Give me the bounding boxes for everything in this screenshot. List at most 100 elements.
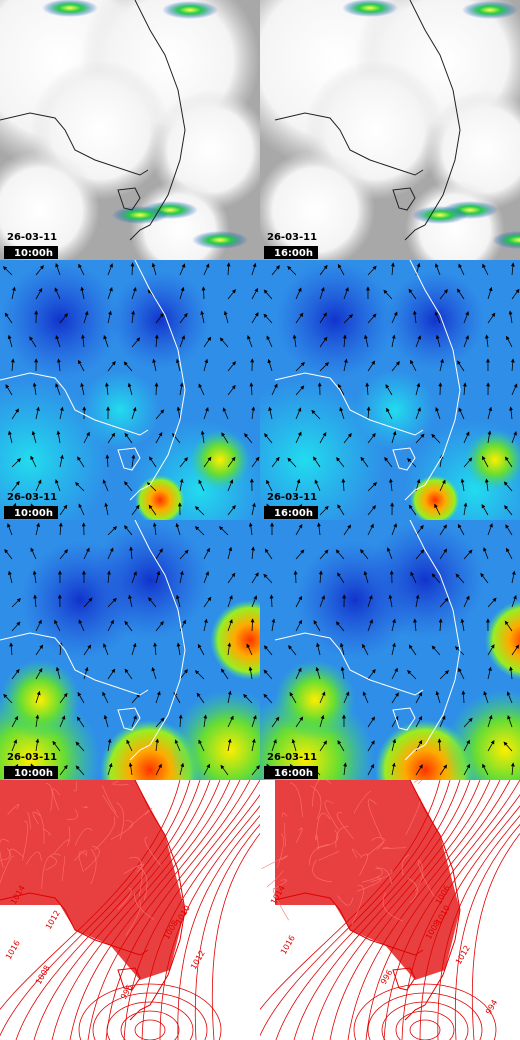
wind-arrow xyxy=(483,547,489,560)
wind-arrow xyxy=(30,455,37,468)
wind-arrow xyxy=(194,506,205,516)
wind-arrow xyxy=(506,691,513,704)
contour xyxy=(0,855,14,885)
wind-arrow xyxy=(104,382,109,396)
wind-arrow xyxy=(271,739,277,752)
wind-arrow xyxy=(203,456,212,468)
wind-arrow xyxy=(124,525,133,536)
contour xyxy=(336,812,354,839)
contour xyxy=(315,813,331,840)
wind-arrow xyxy=(364,334,369,348)
wind-arrow xyxy=(179,478,184,492)
wind-arrow xyxy=(35,738,40,752)
wind-arrow xyxy=(222,407,229,420)
wind-arrow xyxy=(179,570,184,584)
contour xyxy=(22,820,28,861)
wind-arrow xyxy=(367,432,376,444)
wind-arrow xyxy=(203,618,208,632)
wind-arrow xyxy=(154,382,159,396)
wind-arrow xyxy=(509,406,514,420)
contour xyxy=(352,848,361,859)
wind-arrow xyxy=(8,430,13,444)
wind-arrow xyxy=(35,406,40,420)
wind-arrow xyxy=(415,691,423,704)
wind-arrow xyxy=(149,456,157,468)
wind-arrow xyxy=(295,361,305,372)
wind-arrow xyxy=(55,334,61,348)
wind-arrow xyxy=(102,691,109,704)
wind-arrow xyxy=(487,406,493,420)
wind-arrow xyxy=(219,337,229,348)
wind-arrow xyxy=(480,572,489,584)
contour xyxy=(74,828,93,846)
wind-arrow xyxy=(176,406,181,420)
wind-arrow xyxy=(319,549,329,560)
field xyxy=(90,520,210,640)
wind-arrow xyxy=(439,597,449,608)
field xyxy=(0,260,120,380)
isobar xyxy=(437,815,520,1040)
wind-arrow xyxy=(11,480,20,492)
wind-arrow xyxy=(129,546,134,560)
contour xyxy=(266,870,284,888)
contour xyxy=(290,782,303,818)
isobar xyxy=(211,832,260,1040)
dense-contours xyxy=(275,780,460,980)
wind-arrow xyxy=(248,522,253,536)
time-label: 16:00h xyxy=(274,248,313,259)
wind-arrow xyxy=(263,693,273,704)
wind-arrow xyxy=(107,597,117,608)
contour xyxy=(405,798,421,836)
wind-arrow xyxy=(263,669,273,680)
map-panel: 26-03-11 10:00h xyxy=(0,260,260,520)
low-isobar xyxy=(134,1019,166,1040)
wind-arrow xyxy=(313,620,321,632)
time-label: 10:00h xyxy=(14,768,53,779)
wind-arrow xyxy=(30,547,37,560)
wind-arrow xyxy=(367,763,375,776)
contour xyxy=(25,851,42,865)
wind-arrow xyxy=(203,596,212,608)
wind-arrow xyxy=(337,263,345,276)
wind-arrow xyxy=(131,406,137,420)
wind-arrow xyxy=(75,741,85,752)
wind-arrow xyxy=(295,595,303,608)
wind-arrow xyxy=(337,740,345,752)
coastline xyxy=(274,260,461,501)
precip xyxy=(192,231,248,249)
wind-arrow xyxy=(313,456,321,468)
wind-arrow xyxy=(504,505,513,516)
wind-arrow xyxy=(439,670,449,680)
wind-arrow xyxy=(362,643,369,656)
wind-arrow xyxy=(35,287,43,300)
field xyxy=(210,600,260,680)
wind-arrow xyxy=(251,714,257,728)
contour xyxy=(41,853,61,890)
wind-arrow xyxy=(456,288,465,300)
contour xyxy=(277,833,284,868)
wind-arrow xyxy=(367,360,376,372)
wind-arrow xyxy=(295,523,303,536)
wind-arrow xyxy=(271,265,280,276)
wind-arrow xyxy=(439,548,448,560)
wind-arrow xyxy=(155,690,161,704)
wind-arrow xyxy=(5,384,13,396)
contour xyxy=(102,794,119,818)
wind-arrow xyxy=(35,690,41,704)
low-isobar xyxy=(367,992,483,1040)
wind-arrow xyxy=(107,432,116,444)
wind-arrow xyxy=(487,644,495,656)
wind-arrow xyxy=(510,262,515,276)
contour xyxy=(123,863,144,875)
wind-arrow xyxy=(365,382,370,396)
contour xyxy=(311,780,332,807)
wind-arrow xyxy=(201,286,206,300)
contour xyxy=(144,836,162,866)
wind-arrow xyxy=(4,312,13,324)
wind-arrow xyxy=(407,670,417,680)
precip xyxy=(492,231,520,249)
field xyxy=(190,430,250,490)
wind-arrow xyxy=(481,504,489,516)
contour xyxy=(136,866,148,901)
contour xyxy=(94,816,116,851)
